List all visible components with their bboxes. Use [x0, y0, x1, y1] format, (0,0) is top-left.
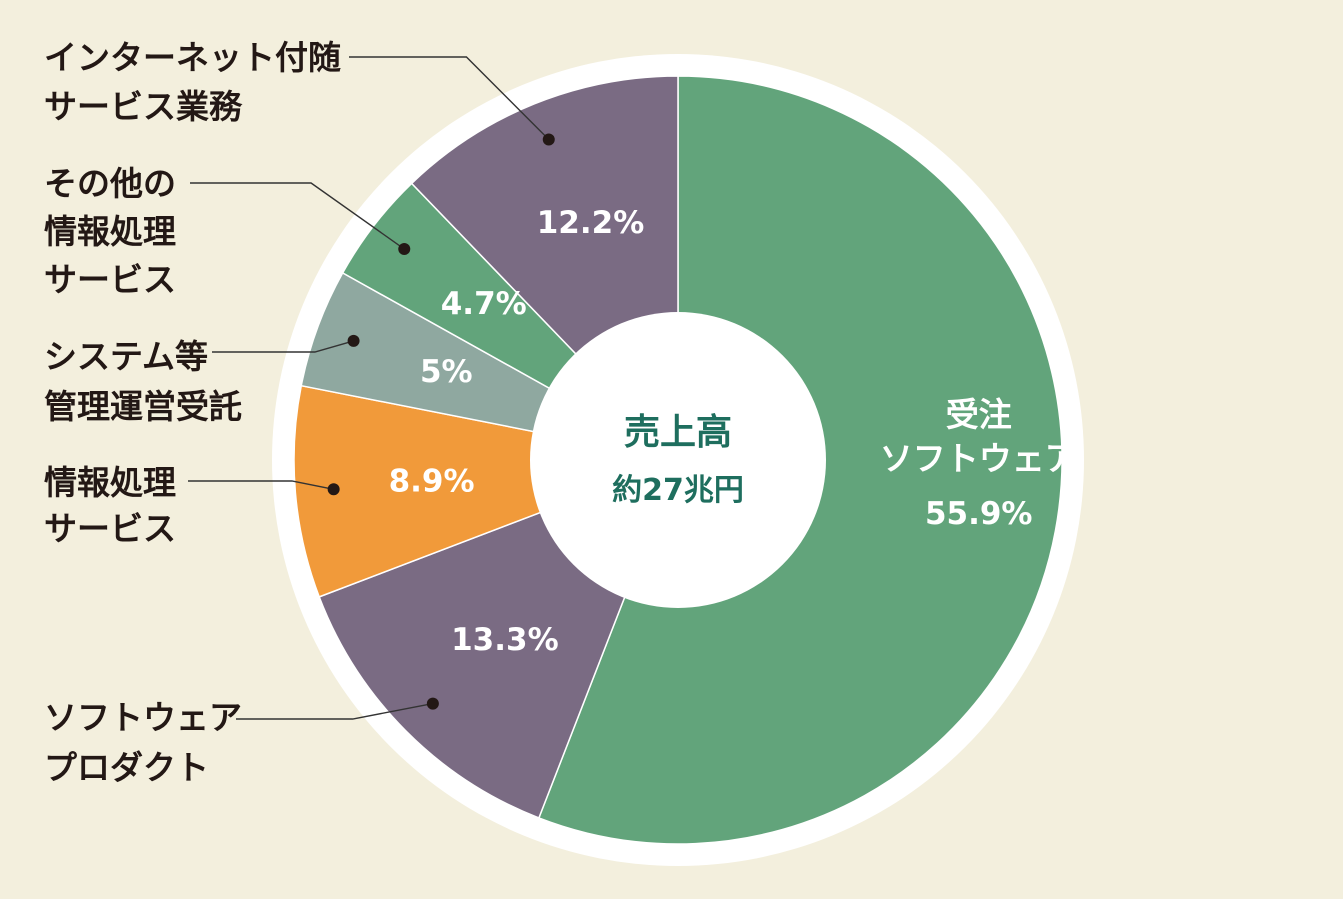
slice-category-label: サービス: [44, 260, 176, 299]
leader-line: [236, 702, 433, 720]
slice-category-label: インターネット付随: [44, 38, 341, 77]
slice-category-label: 情報処理: [44, 463, 176, 502]
leader-dot: [347, 334, 360, 347]
slice-value-label: 4.7%: [441, 286, 527, 322]
leader-line: [212, 340, 354, 353]
center-value: 約27兆円: [612, 473, 744, 508]
leader-dot: [542, 133, 555, 146]
slice-category-label: ソフトウェア: [44, 698, 242, 737]
slice-category-label: 管理運営受託: [44, 387, 242, 426]
leader-line: [190, 182, 405, 250]
slice-category-label: サービス業務: [44, 87, 243, 126]
slice-category-label: サービス: [44, 509, 176, 548]
slice-value-label: 55.9%: [925, 496, 1033, 532]
slice-value-label: 8.9%: [389, 464, 475, 500]
slice-category-label: 情報処理: [44, 212, 176, 251]
slice-value-label: 5%: [420, 354, 473, 390]
donut-hole: [530, 312, 826, 608]
leader-dot: [327, 483, 340, 496]
slice-category-label: その他の: [44, 164, 176, 203]
center-title: 売上高: [624, 412, 732, 453]
slice-value-label: 13.3%: [451, 622, 559, 658]
leader-line: [349, 56, 550, 140]
slice-value-label: 12.2%: [537, 205, 645, 241]
pie-slice: [293, 384, 681, 598]
leader-line: [188, 480, 334, 490]
slice-category-label: ソフトウェア: [880, 439, 1078, 478]
slice-category-label: システム等: [44, 337, 208, 376]
leader-dot: [398, 243, 411, 256]
slice-category-label: 受注: [946, 395, 1012, 434]
leader-dot: [426, 697, 439, 710]
slice-category-label: プロダクト: [44, 748, 209, 787]
